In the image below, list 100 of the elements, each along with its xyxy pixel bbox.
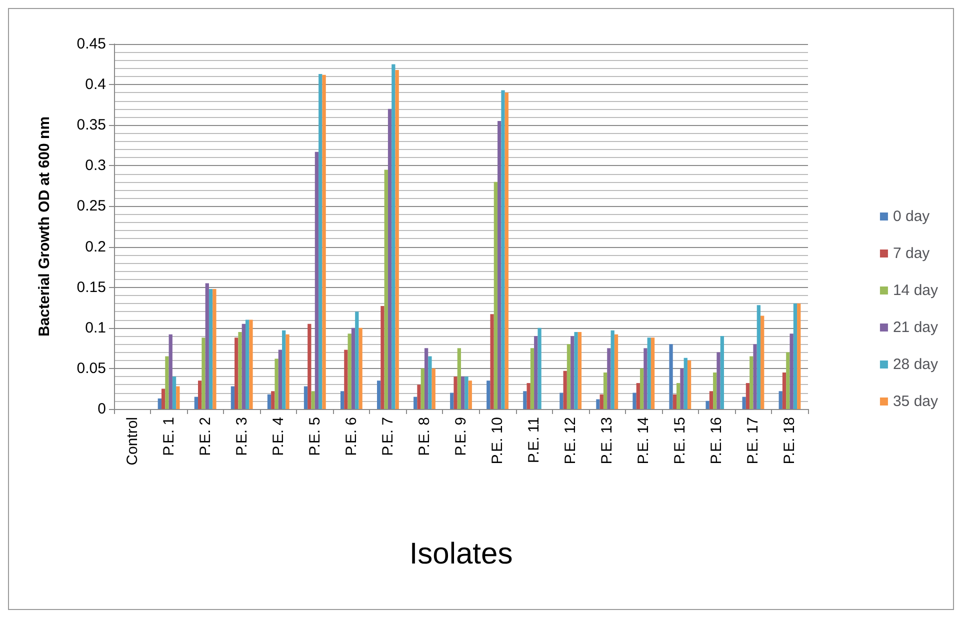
bar	[395, 70, 399, 409]
bar	[684, 358, 688, 409]
bar	[778, 391, 782, 409]
y-tick-label: 0.35	[76, 116, 106, 134]
bar	[392, 64, 396, 409]
bar	[282, 330, 286, 409]
bar	[457, 348, 461, 409]
bar	[523, 391, 527, 409]
bar	[490, 314, 494, 409]
bar	[716, 352, 720, 409]
y-tick-label: 0	[98, 400, 106, 418]
legend-label: 7 day	[892, 245, 930, 262]
bar	[267, 394, 272, 409]
bar	[165, 356, 169, 409]
bar	[340, 391, 344, 409]
bar	[706, 400, 710, 409]
bar	[596, 399, 600, 409]
bar	[574, 332, 578, 409]
legend-label: 35 day	[892, 393, 938, 410]
bar	[358, 328, 362, 409]
bar	[538, 328, 542, 409]
bar	[790, 334, 794, 409]
x-tick-label: P.E. 7	[379, 417, 396, 456]
bar	[384, 170, 388, 409]
bar	[797, 304, 801, 409]
bar	[172, 376, 176, 409]
y-tick-label: 0.1	[85, 319, 106, 336]
bar	[782, 372, 786, 409]
bar	[450, 392, 454, 409]
bar	[388, 108, 392, 409]
bar	[650, 338, 655, 409]
bar	[271, 391, 275, 409]
bar	[501, 90, 505, 409]
bar	[245, 320, 250, 409]
bar	[344, 350, 348, 409]
bar	[286, 334, 290, 409]
bar	[198, 380, 202, 409]
x-tick-label: P.E. 1	[160, 417, 178, 456]
bar	[560, 392, 564, 409]
bar	[720, 336, 724, 409]
bar	[640, 368, 644, 409]
x-tick-label: P.E. 4	[270, 417, 287, 456]
bar	[414, 396, 418, 409]
x-tick-label: P.E. 17	[744, 417, 762, 464]
bar	[680, 368, 684, 409]
y-axis-title: Bacterial Growth OD at 600 nm	[36, 116, 53, 337]
bar	[424, 348, 428, 409]
bar	[376, 380, 381, 409]
x-tick-label: P.E. 3	[233, 417, 250, 456]
x-axis-title: Isolates	[409, 538, 513, 570]
bar	[230, 386, 235, 409]
bar	[494, 182, 498, 409]
bar	[348, 334, 352, 409]
legend-label: 21 day	[892, 319, 938, 336]
bar	[786, 352, 790, 409]
bar	[194, 396, 198, 409]
bar	[205, 283, 209, 409]
y-tick-label: 0.05	[76, 360, 106, 377]
bar	[750, 356, 754, 409]
bar	[534, 336, 538, 409]
bar	[578, 332, 582, 409]
bar	[202, 338, 206, 409]
bar	[168, 334, 172, 409]
bar	[607, 348, 611, 409]
bar	[709, 391, 714, 409]
bar	[563, 370, 567, 409]
x-tick-label: Control	[124, 417, 141, 466]
x-tick-label: P.E. 6	[342, 417, 360, 456]
y-tick-label: 0.4	[85, 76, 106, 94]
bar	[161, 388, 166, 409]
x-tick-label: P.E. 9	[452, 417, 470, 456]
bar	[322, 74, 326, 409]
x-tick-label: P.E. 10	[489, 417, 506, 464]
x-tick-label: P.E. 14	[635, 417, 652, 464]
bar	[428, 356, 432, 409]
bar	[176, 386, 180, 409]
bar	[212, 288, 216, 409]
bar	[311, 391, 315, 409]
x-tick-label: P.E. 8	[416, 417, 433, 456]
bar	[417, 384, 421, 409]
bar	[644, 348, 648, 409]
bar	[432, 368, 436, 409]
bar	[713, 372, 717, 409]
bar	[753, 344, 757, 409]
bar	[278, 350, 282, 409]
bar	[420, 368, 424, 409]
y-tick-label: 0.15	[76, 278, 106, 296]
bar	[760, 316, 764, 409]
bar	[504, 92, 508, 409]
bar	[238, 332, 242, 409]
bar	[687, 360, 692, 409]
y-tick-label: 0.25	[76, 198, 106, 215]
bar	[746, 383, 750, 409]
bar	[530, 348, 534, 409]
bar	[274, 358, 278, 409]
bar	[614, 334, 618, 409]
x-tick-label: P.E. 15	[672, 417, 689, 464]
x-tick-label: P.E. 16	[708, 417, 726, 464]
y-tick-label: 0.3	[85, 157, 106, 174]
bar	[570, 336, 574, 409]
